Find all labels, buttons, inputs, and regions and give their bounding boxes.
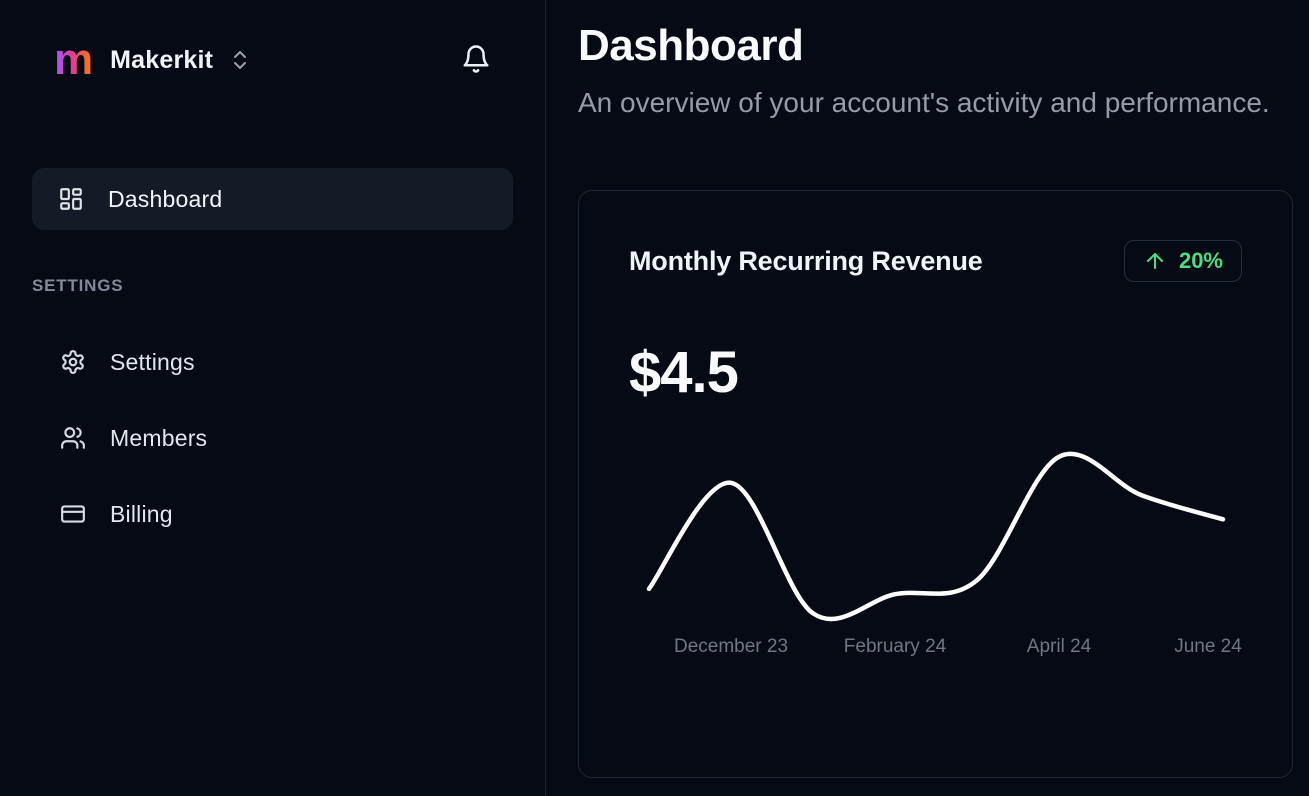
arrow-up-icon xyxy=(1143,249,1167,273)
sidebar-item-label: Billing xyxy=(110,500,173,527)
layout-dashboard-icon xyxy=(58,186,84,212)
makerkit-logo: m xyxy=(54,35,94,84)
sidebar-item-billing[interactable]: Billing xyxy=(32,476,513,552)
mrr-card-header: Monthly Recurring Revenue 20% xyxy=(629,239,1242,283)
sidebar-item-label: Dashboard xyxy=(108,185,223,212)
sidebar-nav: Dashboard SETTINGS Settings Members Bi xyxy=(0,168,545,552)
mrr-metric-value: $4.5 xyxy=(629,340,739,405)
bell-icon xyxy=(461,44,491,77)
credit-card-icon xyxy=(60,501,86,527)
sidebar-item-members[interactable]: Members xyxy=(32,400,513,476)
svg-text:April 24: April 24 xyxy=(1027,636,1092,657)
sidebar-item-label: Members xyxy=(110,424,208,451)
trend-badge: 20% xyxy=(1123,240,1242,282)
brand-name: Makerkit xyxy=(110,45,214,74)
mrr-card: Monthly Recurring Revenue 20% $4.5 Decem… xyxy=(578,190,1293,778)
mrr-line-chart: December 23 February 24 April 24 June 24 xyxy=(646,451,1242,657)
svg-text:December 23: December 23 xyxy=(674,636,788,657)
users-icon xyxy=(60,425,86,451)
sidebar-header: m Makerkit xyxy=(0,0,545,84)
settings-gear-icon xyxy=(60,349,86,375)
page-subtitle: An overview of your account's activity a… xyxy=(578,87,1270,118)
sidebar-item-settings[interactable]: Settings xyxy=(32,324,513,400)
svg-text:February 24: February 24 xyxy=(844,636,947,657)
sidebar-item-label: Settings xyxy=(110,348,195,375)
mrr-card-title: Monthly Recurring Revenue xyxy=(629,245,983,276)
trend-value: 20% xyxy=(1178,248,1223,273)
settings-section-list: Settings Members Billing xyxy=(32,324,513,552)
chevrons-up-down-icon xyxy=(228,48,252,72)
page-title: Dashboard xyxy=(578,21,804,70)
sidebar: m Makerkit Dashboard SETTINGS Se xyxy=(0,0,546,796)
sidebar-item-dashboard[interactable]: Dashboard xyxy=(32,168,513,230)
settings-section-label: SETTINGS xyxy=(32,276,124,295)
main-content: Dashboard An overview of your account's … xyxy=(546,0,1309,796)
notifications-button[interactable] xyxy=(461,44,491,77)
mrr-chart-container: December 23 February 24 April 24 June 24 xyxy=(629,441,1242,671)
svg-text:June 24: June 24 xyxy=(1174,636,1242,657)
account-selector[interactable]: m Makerkit xyxy=(54,35,252,84)
